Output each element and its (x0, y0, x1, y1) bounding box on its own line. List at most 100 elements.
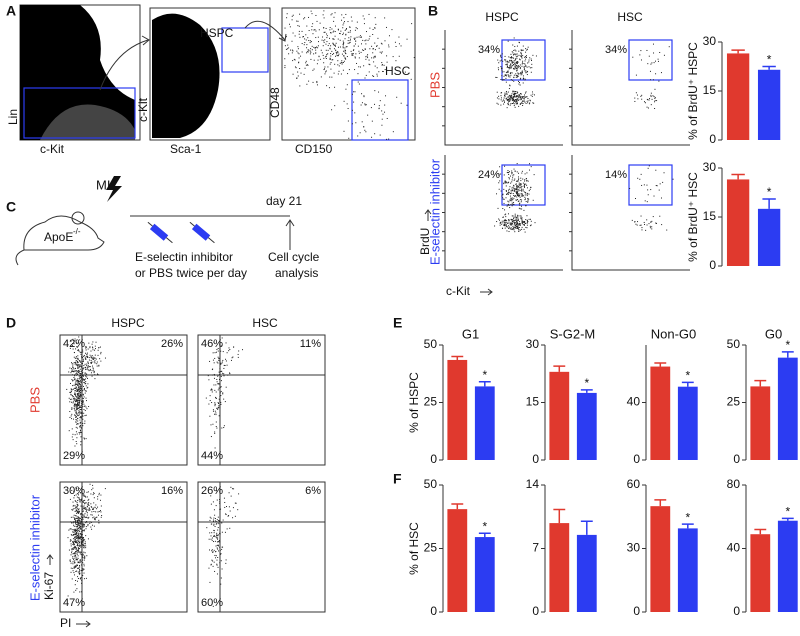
event-dot (77, 516, 79, 518)
event-dot (72, 516, 74, 518)
panel-letter: D (6, 315, 16, 331)
event-dot (517, 193, 519, 195)
event-dot (512, 225, 514, 227)
event-dot (516, 220, 518, 222)
event-dot (357, 81, 359, 83)
event-dot (529, 99, 531, 101)
event-dot (217, 541, 219, 543)
density (40, 104, 135, 140)
event-dot (70, 372, 72, 374)
event-dot (521, 100, 523, 102)
event-dot (81, 492, 83, 494)
event-dot (69, 367, 71, 369)
event-dot (308, 16, 310, 18)
event-dot (83, 403, 85, 405)
event-dot (351, 20, 353, 22)
event-dot (74, 393, 76, 395)
event-dot (75, 533, 77, 535)
event-dot (527, 180, 529, 182)
event-dot (91, 355, 93, 357)
event-dot (343, 100, 345, 102)
event-dot (363, 65, 365, 67)
event-dot (361, 93, 363, 95)
event-dot (77, 512, 79, 514)
event-dot (512, 219, 514, 221)
event-dot (78, 530, 80, 532)
event-dot (353, 49, 355, 51)
event-dot (507, 213, 509, 215)
event-dot (89, 354, 91, 356)
event-dot (212, 359, 214, 361)
event-dot (503, 224, 505, 226)
event-dot (649, 98, 651, 100)
event-dot (332, 31, 334, 33)
event-dot (212, 409, 214, 411)
event-dot (654, 96, 656, 98)
event-dot (78, 538, 80, 540)
event-dot (81, 406, 83, 408)
event-dot (651, 98, 653, 100)
event-dot (381, 124, 383, 126)
event-dot (79, 406, 81, 408)
event-dot (219, 379, 221, 381)
event-dot (284, 58, 286, 60)
bar (726, 179, 750, 266)
event-dot (525, 177, 527, 179)
event-dot (75, 555, 77, 557)
event-dot (374, 55, 376, 57)
event-dot (74, 538, 76, 540)
event-dot (513, 229, 515, 231)
event-dot (515, 62, 517, 64)
event-dot (313, 29, 315, 31)
event-dot (518, 178, 520, 180)
event-dot (81, 529, 83, 531)
event-dot (80, 499, 82, 501)
event-dot (79, 392, 81, 394)
event-dot (498, 182, 500, 184)
event-dot (501, 223, 503, 225)
event-dot (72, 541, 74, 543)
event-dot (514, 66, 516, 68)
event-dot (523, 184, 525, 186)
event-dot (379, 100, 381, 102)
event-dot (100, 360, 102, 362)
event-dot (80, 376, 82, 378)
event-dot (214, 402, 216, 404)
y-tick-label: 0 (709, 132, 716, 146)
event-dot (79, 431, 81, 433)
event-dot (532, 54, 534, 56)
event-dot (216, 499, 218, 501)
event-dot (75, 421, 77, 423)
event-dot (73, 399, 75, 401)
event-dot (77, 510, 79, 512)
event-dot (83, 379, 85, 381)
event-dot (78, 407, 80, 409)
event-dot (507, 223, 509, 225)
event-dot (511, 219, 513, 221)
event-dot (70, 394, 72, 396)
event-dot (72, 533, 74, 535)
event-dot (86, 352, 88, 354)
event-dot (73, 407, 75, 409)
y-tick-label: 0 (430, 604, 437, 618)
event-dot (75, 486, 77, 488)
event-dot (77, 547, 79, 549)
event-dot (511, 181, 513, 183)
event-dot (82, 375, 84, 377)
event-dot (660, 72, 662, 74)
event-dot (238, 350, 240, 352)
event-dot (296, 20, 298, 22)
event-dot (506, 171, 508, 173)
event-dot (313, 68, 315, 70)
event-dot (525, 72, 527, 74)
event-dot (71, 418, 73, 420)
event-dot (323, 62, 325, 64)
event-dot (506, 92, 508, 94)
event-dot (216, 521, 218, 523)
event-dot (515, 74, 517, 76)
event-dot (381, 110, 383, 112)
event-dot (85, 496, 87, 498)
event-dot (330, 62, 332, 64)
event-dot (388, 138, 390, 140)
event-dot (73, 351, 75, 353)
